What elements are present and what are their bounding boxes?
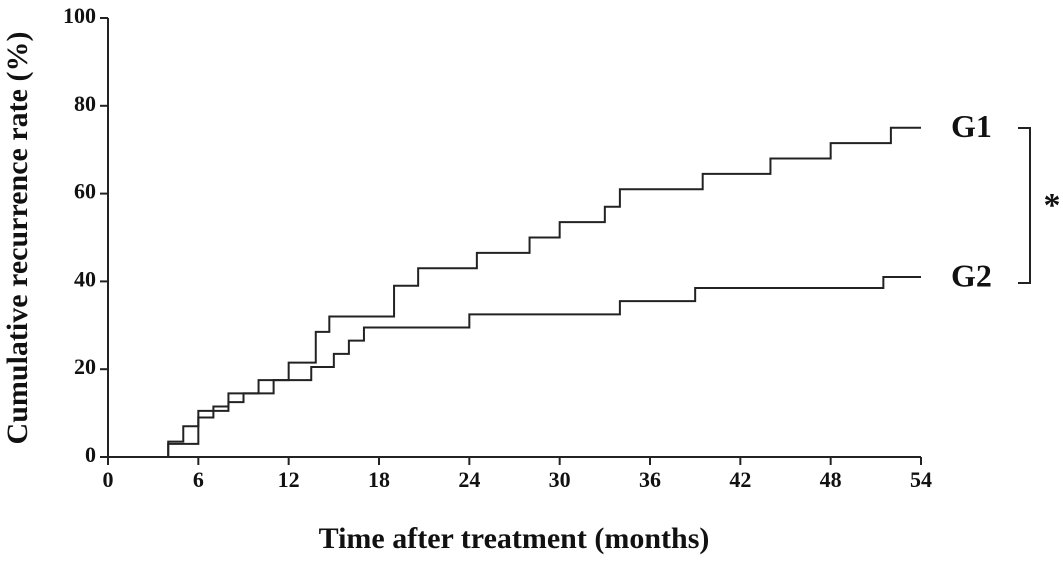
x-tick-label: 54 xyxy=(910,467,932,492)
x-tick-label: 12 xyxy=(278,467,300,492)
significance-bracket xyxy=(1018,127,1031,284)
y-tick-label: 40 xyxy=(74,266,96,291)
y-tick-label: 80 xyxy=(74,91,96,116)
x-tick-label: 6 xyxy=(193,467,204,492)
y-tick-label: 0 xyxy=(85,442,96,467)
x-tick-label: 18 xyxy=(368,467,390,492)
series-label: G2 xyxy=(951,257,992,293)
step-line xyxy=(167,126,921,457)
x-tick-label: 30 xyxy=(549,467,571,492)
y-axis-title: Cumulative recurrence rate (%) xyxy=(1,32,34,445)
step-line xyxy=(167,276,921,457)
x-tick-label: 36 xyxy=(639,467,661,492)
y-tick-label: 100 xyxy=(63,3,96,28)
x-tick-label: 42 xyxy=(729,467,751,492)
x-tick-label: 0 xyxy=(103,467,114,492)
x-axis-title: Time after treatment (months) xyxy=(319,522,710,555)
y-tick-label: 60 xyxy=(74,179,96,204)
significance-mark: * xyxy=(1044,187,1061,224)
y-tick-label: 20 xyxy=(74,354,96,379)
x-tick-label: 48 xyxy=(820,467,842,492)
x-tick-label: 24 xyxy=(458,467,480,492)
series-label: G1 xyxy=(951,108,992,144)
